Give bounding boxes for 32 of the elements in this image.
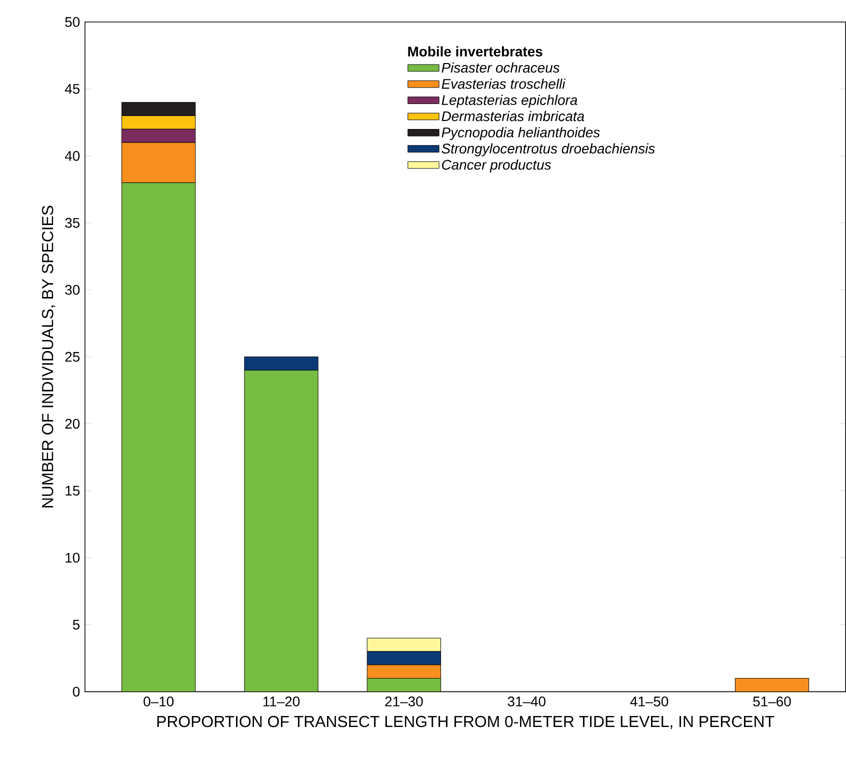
y-tick-label: 25	[65, 352, 80, 362]
bar	[244, 370, 318, 692]
y-axis-title: NUMBER OF INDIVIDUALS, BY SPECIES	[42, 206, 56, 508]
bar	[734, 678, 810, 692]
y-tick-label: 0	[72, 686, 80, 697]
legend-title: Mobile invertebrates	[408, 46, 542, 57]
x-tick-label: 51–60	[753, 696, 791, 707]
y-tick-label: 5	[72, 620, 80, 630]
y-tick-label: 20	[65, 419, 80, 429]
y-tick-label: 10	[66, 552, 80, 563]
x-tick-label: 11–20	[263, 696, 300, 707]
x-tick-label: 21–30	[385, 696, 423, 707]
x-tick-label: 31–40	[508, 696, 546, 707]
x-tick-label: 0–10	[144, 696, 174, 707]
x-tick-label: 41–50	[630, 696, 668, 707]
legend-label: Pycnopodia helianthoides	[442, 127, 600, 140]
legend-label: Evasterias troschelli	[442, 78, 566, 90]
bar	[122, 182, 196, 692]
bar	[244, 356, 318, 371]
y-tick-label: 45	[64, 84, 80, 94]
legend-label: Pisaster ochraceus	[442, 62, 560, 73]
legend-label: Leptasterias epichlora	[442, 94, 578, 108]
legend-label: Dermasterias imbricata	[442, 111, 584, 122]
y-tick-label: 35	[65, 218, 80, 228]
y-tick-label: 40	[64, 151, 80, 162]
y-tick-label: 50	[65, 17, 80, 28]
y-tick-label: 15	[66, 486, 80, 496]
x-axis-title: PROPORTION OF TRANSECT LENGTH FROM 0-METER TIDE LEVEL, IN PERCENT	[157, 716, 774, 730]
y-tick-label: 30	[65, 285, 80, 295]
legend-label: Cancer productus	[442, 160, 551, 173]
legend-label: Strongylocentrotus droebachiensis	[442, 143, 655, 156]
bar	[366, 678, 441, 692]
